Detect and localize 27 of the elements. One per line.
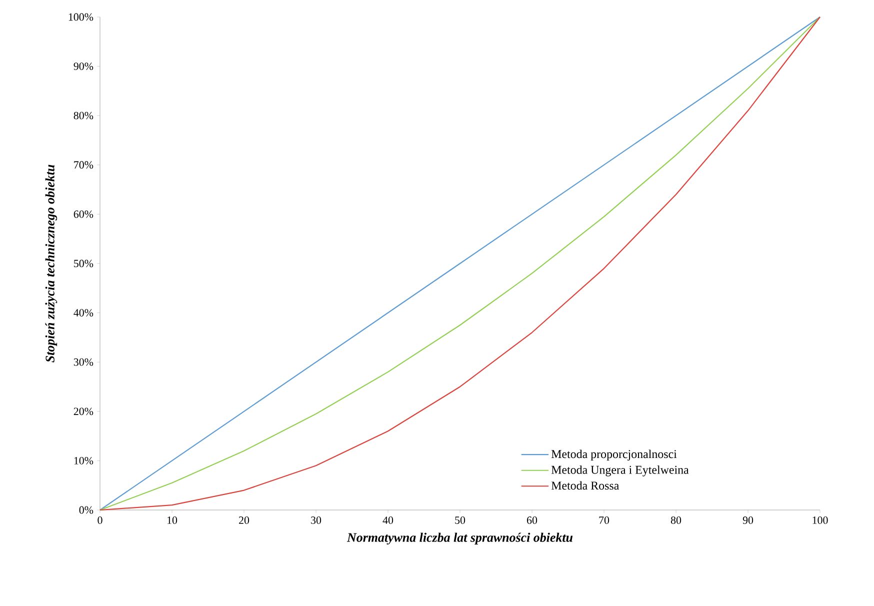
y-tick-label: 50%	[74, 260, 94, 268]
y-tick-label: 80%	[74, 112, 94, 120]
y-tick-label: 30%	[74, 358, 94, 366]
legend-label: Metoda Ungera i Eytelweina	[551, 465, 689, 476]
x-tick-label: 90	[742, 516, 754, 524]
y-tick-label: 100%	[68, 13, 94, 21]
x-tick-label: 10	[167, 516, 178, 524]
x-tick-label: 20	[239, 516, 250, 524]
y-tick-label: 0%	[79, 506, 94, 514]
x-tick-label: 100	[812, 516, 828, 524]
x-tick-label: 60	[526, 516, 538, 524]
legend-label: Metoda Rossa	[551, 481, 619, 490]
y-tick-label: 90%	[74, 62, 94, 70]
y-axis-title: Stopień zużycia technicznego obiektu	[45, 164, 58, 362]
y-tick-label: 20%	[74, 408, 94, 416]
x-tick-label: 30	[311, 516, 322, 524]
y-tick-label: 40%	[74, 309, 94, 317]
x-tick-label: 50	[455, 516, 466, 524]
x-tick-label: 70	[599, 516, 610, 524]
x-tick-label: 40	[382, 516, 394, 524]
legend-label: Metoda proporcjonalnosci	[551, 450, 677, 461]
x-tick-label: 80	[670, 516, 682, 524]
x-axis-title: Normatywna liczba lat sprawności obiektu	[346, 532, 573, 545]
y-tick-label: 10%	[74, 456, 94, 464]
y-tick-label: 70%	[74, 161, 94, 169]
y-tick-label: 60%	[74, 210, 94, 218]
x-tick-label: 0	[98, 516, 102, 524]
